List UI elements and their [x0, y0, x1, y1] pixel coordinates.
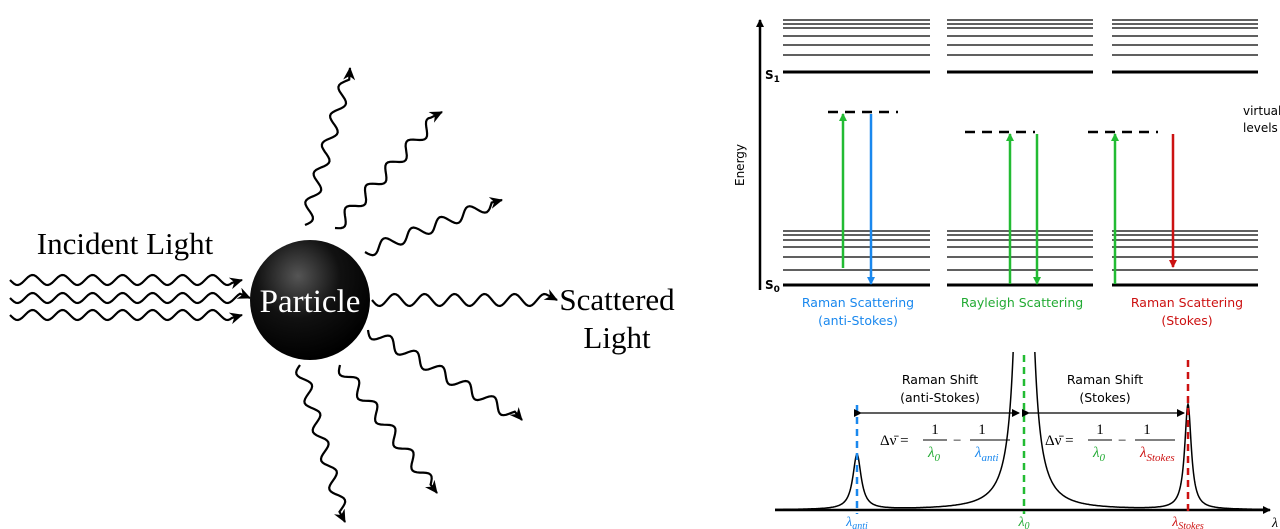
formula-part: λ0 — [927, 445, 941, 464]
s1-label: S1 — [765, 68, 780, 85]
peak-label: λ0 — [1017, 515, 1029, 529]
peak-symbol: λ — [1171, 515, 1178, 529]
shift-title: Raman Shift — [1067, 372, 1143, 387]
formula-part: − — [1118, 433, 1126, 449]
s0-base: S — [765, 278, 774, 292]
wavy-arrow — [9, 287, 251, 305]
column-label: Raman Scattering — [1131, 295, 1243, 310]
s0-sub: 0 — [774, 285, 780, 295]
peak-sub: Stokes — [1178, 521, 1204, 529]
formula-sub: 0 — [935, 452, 941, 464]
x-labels: λanti λ0 λStokes — [845, 515, 1204, 529]
wavy-arrow — [366, 329, 523, 421]
formula-sub: 0 — [1100, 452, 1106, 464]
scattered-label: Light — [583, 320, 651, 355]
formula-symbol: λ — [974, 445, 982, 461]
peak-symbol: λ — [845, 515, 852, 529]
formula-symbol: λ — [927, 445, 935, 461]
energy-label: Energy — [733, 144, 747, 186]
formula-sub: anti — [982, 452, 999, 464]
particle-label: Particle — [260, 284, 361, 320]
column-label: Rayleigh Scattering — [961, 295, 1083, 310]
virtual-levels-label: levels — [1243, 121, 1278, 135]
particle — [250, 240, 370, 360]
incident-label: Incident Light — [37, 226, 214, 261]
peak-sub: anti — [852, 521, 868, 529]
column-label: (anti-Stokes) — [818, 313, 898, 328]
shift-title: Raman Shift — [902, 372, 978, 387]
wavy-arrows — [9, 67, 558, 523]
formula-sub: Stokes — [1147, 452, 1175, 464]
column-label: (Stokes) — [1161, 313, 1212, 328]
wavy-arrow — [304, 67, 356, 227]
formula-part: λStokes — [1139, 445, 1175, 464]
formula-part: Δν̄ = — [880, 433, 909, 449]
column-label: Raman Scattering — [802, 295, 914, 310]
peak-sub: 0 — [1025, 521, 1030, 529]
shift-title: (Stokes) — [1079, 390, 1130, 405]
s1-base: S — [765, 68, 774, 82]
wavy-arrow — [9, 308, 243, 325]
virtual-levels-label: virtual — [1243, 104, 1280, 118]
wavy-arrow — [295, 364, 347, 523]
formula-part: 1 — [1096, 422, 1104, 438]
wavy-arrow — [9, 273, 243, 290]
formula-part: λanti — [974, 445, 999, 464]
formula-part: 1 — [978, 422, 986, 438]
formula-part: λ0 — [1092, 445, 1106, 464]
formula-part: − — [953, 433, 961, 449]
energy-levels — [783, 19, 1258, 287]
peak-label: λStokes — [1171, 515, 1204, 529]
spectrum-curve — [775, 352, 1265, 511]
formula-part: Δν̄ = — [1045, 433, 1074, 449]
wavy-arrow — [337, 364, 438, 494]
formula-symbol: λ — [1139, 445, 1147, 461]
formula-part: 1 — [931, 422, 939, 438]
s0-label: S0 — [765, 278, 780, 295]
formula-symbol: λ — [1092, 445, 1100, 461]
peak-label: λanti — [845, 515, 868, 529]
wavy-arrow — [371, 289, 558, 308]
shift-title: (anti-Stokes) — [900, 390, 980, 405]
formula-part: 1 — [1143, 422, 1151, 438]
wavy-arrow — [364, 197, 503, 257]
wavy-arrow — [334, 111, 443, 230]
s1-sub: 1 — [774, 75, 780, 85]
peak-symbol: λ — [1017, 515, 1024, 529]
axis-label: λ — [1271, 516, 1278, 529]
scattered-label: Scattered — [559, 282, 675, 317]
